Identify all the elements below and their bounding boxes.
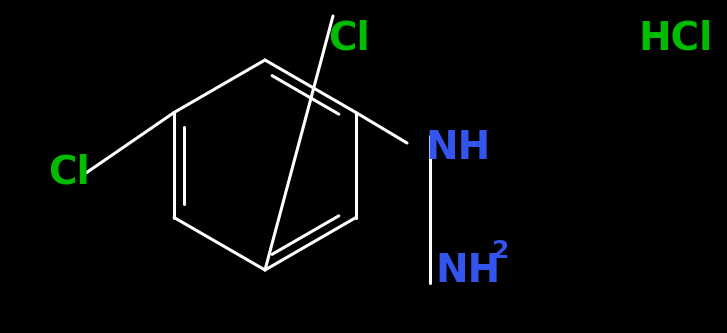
Text: NH: NH	[435, 252, 500, 290]
Text: Cl: Cl	[48, 154, 89, 192]
Text: HCl: HCl	[638, 19, 712, 57]
Text: NH: NH	[425, 129, 490, 167]
Text: Cl: Cl	[328, 19, 370, 57]
Text: 2: 2	[492, 239, 510, 263]
